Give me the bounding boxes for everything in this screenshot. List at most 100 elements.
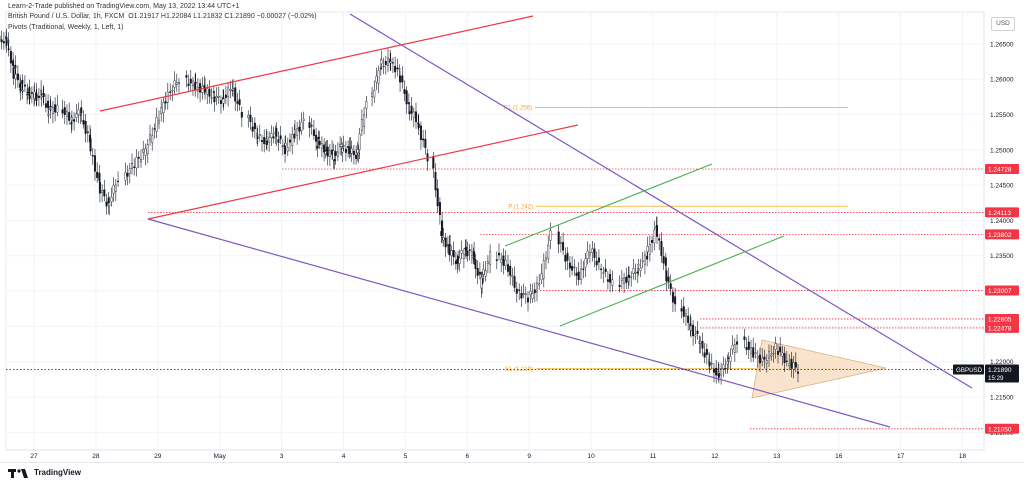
candle-body [500,259,502,263]
candle-body [192,81,194,86]
candle-body [755,353,757,354]
candle-body [565,255,567,261]
candle-body [473,257,475,258]
candle-body [425,139,427,148]
candle-body [562,242,564,250]
y-tick-label: 1.25000 [990,147,1014,154]
candle-body [186,75,188,77]
candle-body [317,146,319,148]
candle-body [399,69,401,70]
candle-body [649,244,651,254]
candle-body [630,276,632,277]
candle-body [397,68,399,69]
tradingview-logo-icon[interactable] [8,469,30,478]
candle-body [736,342,738,345]
currency-button[interactable]: USD [991,17,1015,31]
candle-body [13,68,15,79]
candle-body [156,117,158,131]
candle-body [259,134,261,135]
candle-body [619,285,621,287]
plot-area[interactable] [6,12,984,450]
candle-body [64,107,66,114]
candle-body [392,62,394,63]
candle-body [62,110,64,113]
candle-body [433,156,435,168]
candle-body [642,261,644,262]
candle-body [451,251,453,256]
candle-body [381,60,383,64]
candle-body [385,61,387,65]
candle-body [133,167,135,168]
candle-body [34,92,36,99]
tradingview-brand[interactable]: TradingView [34,468,81,477]
candle-body [220,100,222,103]
candle-body [695,335,697,336]
candle-body [345,149,347,153]
candle-body [101,191,103,193]
candle-body [723,365,725,369]
candle-body [218,96,220,97]
candle-body [20,83,22,91]
candle-body [543,261,545,279]
candle-body [418,124,420,128]
indicator-legend[interactable]: Pivots (Traditional, Weekly, 1, Left, 1) [8,24,123,31]
candle-body [78,110,80,114]
candle-body [366,101,368,108]
candle-body [653,230,655,243]
candle-body [596,261,598,265]
candle-body [24,85,26,86]
candle-body [43,93,45,97]
candle-body [387,58,389,66]
candle-body [567,253,569,260]
candle-body [41,96,43,97]
candle-body [435,172,437,190]
candle-body [104,190,106,196]
candle-body [45,104,47,108]
candle-body [727,358,729,359]
candle-body [335,151,337,155]
candle-body [172,90,174,91]
candle-body [782,353,784,356]
candle-body [151,136,153,143]
candle-body [158,120,160,123]
candle-body [15,74,17,79]
candle-body [237,101,239,103]
candle-body [457,260,459,264]
candle-body [521,293,523,298]
candle-body [725,368,727,369]
candle-body [327,147,329,156]
candle-body [666,271,668,281]
candle-body [463,254,465,258]
candle-body [598,258,600,262]
candle-body [140,159,142,162]
symbol-badge-label: GBPUSD [956,367,983,374]
candle-body [505,260,507,265]
candle-body [349,147,351,154]
candle-body [574,267,576,268]
candle-body [289,140,291,142]
candle-body [165,101,167,103]
candle-body [311,125,313,126]
candle-body [685,314,687,316]
candle-body [115,185,117,191]
candle-body [545,258,547,260]
x-tick-label: 16 [835,453,843,460]
candle-body [254,123,256,129]
candle-body [661,241,663,255]
candle-body [761,358,763,362]
candle-body [106,202,108,206]
candle-body [514,277,516,288]
x-tick-label: 3 [280,453,284,460]
candle-body [376,76,378,82]
candle-body [791,359,793,368]
candle-body [371,93,373,97]
candle-body [534,290,536,293]
footer-bar: TradingView [0,462,1024,484]
level-badge-label: 1.22605 [988,316,1012,323]
candle-body [748,342,750,350]
candle-body [453,250,455,257]
candle-body [275,128,277,136]
candle-body [795,362,797,367]
